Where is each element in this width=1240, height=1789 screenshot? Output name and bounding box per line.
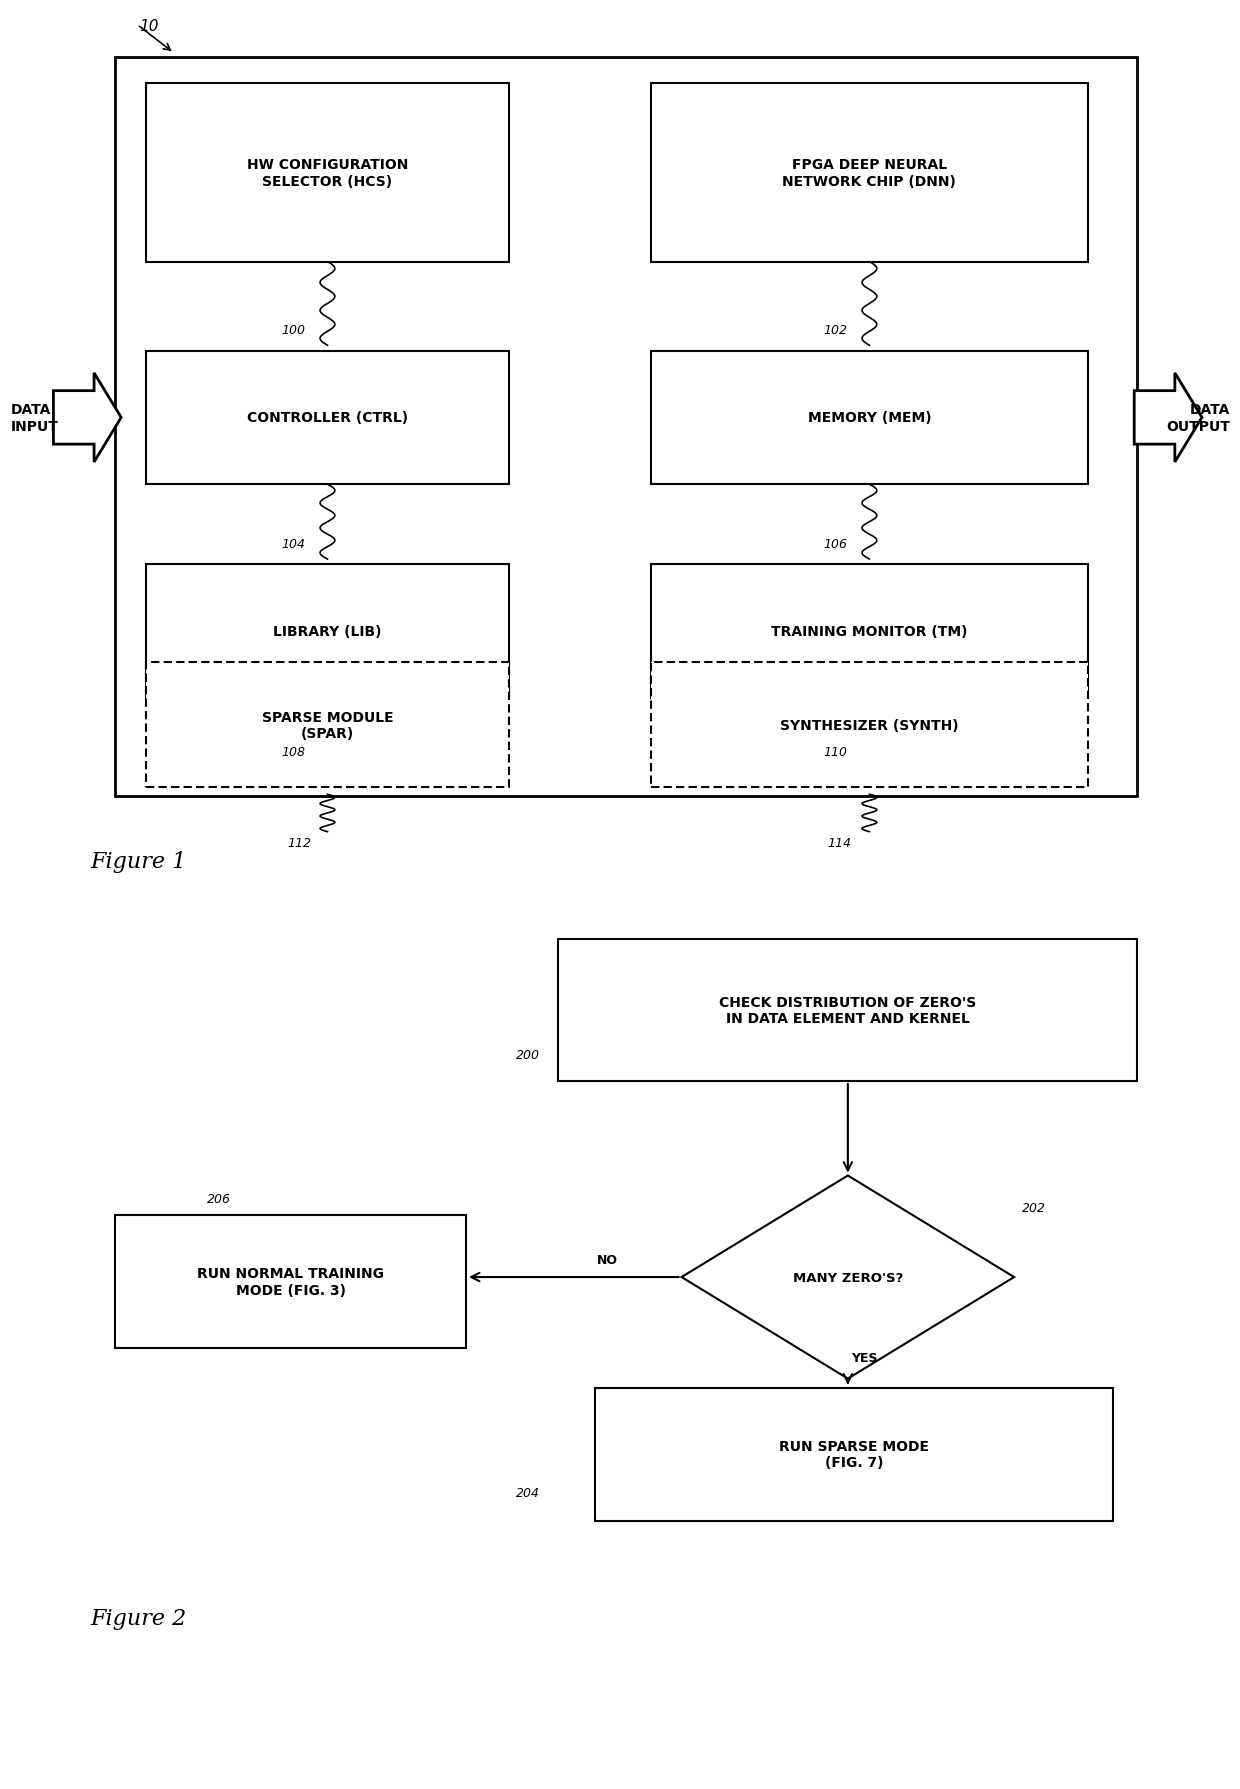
FancyBboxPatch shape bbox=[115, 1215, 466, 1349]
Text: 104: 104 bbox=[281, 537, 305, 551]
Text: NO: NO bbox=[598, 1254, 619, 1267]
FancyBboxPatch shape bbox=[651, 351, 1087, 485]
Text: 10: 10 bbox=[140, 20, 159, 34]
Text: 112: 112 bbox=[288, 837, 311, 850]
Text: HW CONFIGURATION
SELECTOR (HCS): HW CONFIGURATION SELECTOR (HCS) bbox=[247, 157, 408, 188]
Text: 200: 200 bbox=[516, 1048, 539, 1061]
Text: 106: 106 bbox=[823, 537, 847, 551]
Text: SPARSE MODULE
(SPAR): SPARSE MODULE (SPAR) bbox=[262, 710, 393, 741]
Polygon shape bbox=[1135, 374, 1202, 463]
Text: RUN SPARSE MODE
(FIG. 7): RUN SPARSE MODE (FIG. 7) bbox=[779, 1440, 929, 1469]
FancyBboxPatch shape bbox=[115, 57, 1137, 796]
Text: 108: 108 bbox=[281, 746, 305, 759]
Text: FPGA DEEP NEURAL
NETWORK CHIP (DNN): FPGA DEEP NEURAL NETWORK CHIP (DNN) bbox=[782, 157, 956, 188]
Text: SYNTHESIZER (SYNTH): SYNTHESIZER (SYNTH) bbox=[780, 719, 959, 732]
Text: Figure 1: Figure 1 bbox=[91, 852, 187, 873]
FancyBboxPatch shape bbox=[651, 84, 1087, 263]
Text: MANY ZERO'S?: MANY ZERO'S? bbox=[792, 1270, 903, 1285]
Text: CONTROLLER (CTRL): CONTROLLER (CTRL) bbox=[247, 411, 408, 426]
FancyBboxPatch shape bbox=[595, 1388, 1112, 1521]
Text: 102: 102 bbox=[823, 324, 847, 336]
Text: 206: 206 bbox=[207, 1193, 232, 1206]
FancyBboxPatch shape bbox=[146, 84, 510, 263]
Text: TRAINING MONITOR (TM): TRAINING MONITOR (TM) bbox=[771, 624, 967, 639]
Text: CHECK DISTRIBUTION OF ZERO'S
IN DATA ELEMENT AND KERNEL: CHECK DISTRIBUTION OF ZERO'S IN DATA ELE… bbox=[719, 995, 976, 1025]
Text: MEMORY (MEM): MEMORY (MEM) bbox=[807, 411, 931, 426]
Text: LIBRARY (LIB): LIBRARY (LIB) bbox=[273, 624, 382, 639]
FancyBboxPatch shape bbox=[146, 351, 510, 485]
Text: Figure 2: Figure 2 bbox=[91, 1608, 187, 1630]
Text: 110: 110 bbox=[823, 746, 847, 759]
Text: 114: 114 bbox=[827, 837, 851, 850]
FancyBboxPatch shape bbox=[651, 664, 1087, 787]
Polygon shape bbox=[53, 374, 122, 463]
Text: 202: 202 bbox=[1022, 1202, 1045, 1215]
FancyBboxPatch shape bbox=[558, 939, 1137, 1082]
Text: RUN NORMAL TRAINING
MODE (FIG. 3): RUN NORMAL TRAINING MODE (FIG. 3) bbox=[197, 1267, 384, 1297]
Text: 204: 204 bbox=[516, 1487, 539, 1499]
FancyBboxPatch shape bbox=[651, 565, 1087, 699]
Polygon shape bbox=[682, 1175, 1014, 1379]
FancyBboxPatch shape bbox=[146, 664, 510, 787]
FancyBboxPatch shape bbox=[146, 565, 510, 699]
Text: DATA
INPUT: DATA INPUT bbox=[10, 403, 58, 433]
Text: 100: 100 bbox=[281, 324, 305, 336]
Text: YES: YES bbox=[852, 1351, 878, 1363]
Text: DATA
OUTPUT: DATA OUTPUT bbox=[1166, 403, 1230, 433]
